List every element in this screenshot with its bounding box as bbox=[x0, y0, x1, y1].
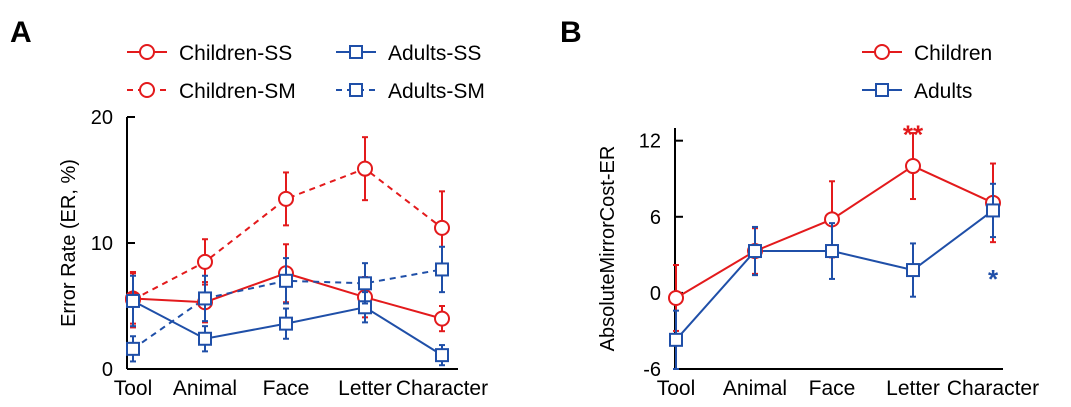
legend-item: Adults-SM bbox=[336, 80, 485, 103]
legend-item: Children-SS bbox=[127, 42, 292, 65]
panel-a: A 0 10 20 Tool Animal Face Letter Character Error… bbox=[10, 16, 488, 400]
data-point bbox=[126, 341, 140, 356]
legend-marker bbox=[139, 82, 155, 98]
legend-marker bbox=[875, 83, 889, 97]
panel-b: B -6 0 6 12 Tool Animal Face Letter Character Abso… bbox=[560, 16, 1039, 400]
x-tick-label: Character bbox=[947, 377, 1039, 400]
data-point bbox=[434, 219, 450, 236]
y-tick-label: 6 bbox=[650, 207, 661, 229]
data-point bbox=[198, 331, 212, 346]
data-point bbox=[986, 203, 1000, 218]
legend-label: Adults-SM bbox=[388, 80, 485, 103]
x-tick-label: Animal bbox=[173, 377, 237, 400]
data-point bbox=[435, 348, 449, 363]
x-tick-label: Letter bbox=[338, 377, 392, 400]
x-tick-label: Tool bbox=[657, 377, 696, 400]
series-line bbox=[132, 167, 443, 301]
y-axis-label: AbsoluteMirrorCost-ER bbox=[597, 146, 619, 352]
significance-marker: * bbox=[988, 264, 999, 294]
y-tick-label: 0 bbox=[102, 359, 113, 381]
significance-marker: ** bbox=[903, 119, 924, 149]
y-tick-label: 20 bbox=[91, 107, 113, 129]
data-point bbox=[669, 332, 683, 347]
legend-label: Children-SS bbox=[179, 42, 292, 65]
data-point bbox=[357, 160, 373, 177]
data-point bbox=[905, 158, 921, 175]
data-point bbox=[748, 244, 762, 259]
data-point bbox=[279, 273, 293, 288]
panel-letter: A bbox=[10, 16, 32, 49]
x-tick-label: Letter bbox=[886, 377, 940, 400]
legend-marker bbox=[874, 44, 890, 60]
legend-item: Adults bbox=[862, 80, 972, 103]
data-point bbox=[126, 293, 140, 308]
legend-label: Adults-SS bbox=[388, 42, 481, 65]
series-line bbox=[675, 209, 994, 341]
y-axis-label: Error Rate (ER, %) bbox=[58, 159, 80, 327]
y-tick-label: 0 bbox=[650, 283, 661, 305]
panel-letter: B bbox=[560, 16, 582, 49]
y-tick-label: 10 bbox=[91, 233, 113, 255]
data-point bbox=[197, 253, 213, 270]
legend-marker bbox=[349, 45, 363, 59]
x-tick-label: Character bbox=[396, 377, 488, 400]
data-point bbox=[358, 276, 372, 291]
data-point bbox=[906, 263, 920, 278]
x-tick-label: Tool bbox=[114, 377, 153, 400]
x-tick-label: Animal bbox=[723, 377, 787, 400]
legend-label: Children-SM bbox=[179, 80, 296, 103]
data-point bbox=[279, 316, 293, 331]
legend-item: Children bbox=[862, 42, 992, 65]
data-point bbox=[435, 262, 449, 277]
legend-label: Children bbox=[914, 42, 992, 65]
data-point bbox=[825, 244, 839, 259]
legend-item: Adults-SS bbox=[336, 42, 481, 65]
data-point bbox=[668, 289, 684, 306]
y-tick-label: 12 bbox=[639, 131, 661, 153]
legend-label: Adults bbox=[914, 80, 972, 103]
y-tick-label: -6 bbox=[643, 359, 661, 381]
legend-marker bbox=[139, 44, 155, 60]
data-point bbox=[278, 190, 294, 207]
data-point bbox=[434, 310, 450, 327]
legend-item: Children-SM bbox=[127, 80, 296, 103]
legend-marker bbox=[349, 83, 363, 97]
data-point bbox=[198, 291, 212, 306]
x-tick-label: Face bbox=[263, 377, 310, 400]
x-tick-label: Face bbox=[809, 377, 856, 400]
